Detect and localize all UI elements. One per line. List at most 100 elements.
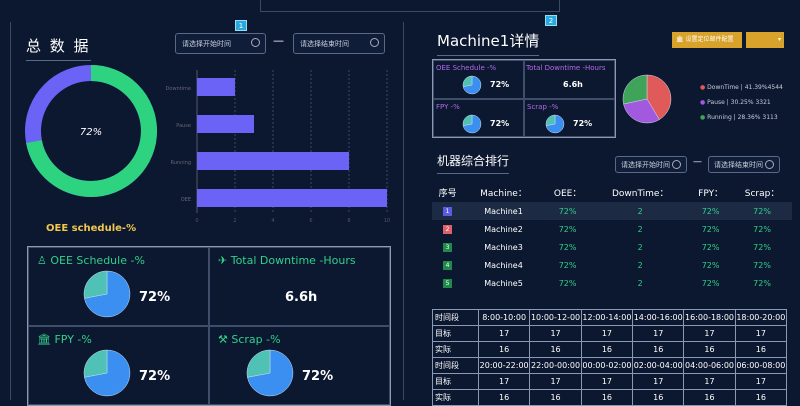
badge-1: 1 (235, 20, 247, 31)
pie-remainder-slice (545, 114, 556, 126)
legend-item: ● Running | 28.36% 3113 (700, 114, 778, 121)
start-time-picker[interactable]: 请选择开始时间 (175, 33, 266, 54)
pie-slice-downtime (646, 74, 672, 120)
schedule-cell: 8:00-10:00 (477, 309, 531, 326)
config-button[interactable]: 🏛 设置定位邮件配置 (672, 32, 742, 48)
x-tick-label: 6 (309, 218, 312, 224)
scrap-value: 72% (753, 206, 771, 216)
fpy-value: 72% (701, 206, 720, 216)
schedule-cell: 16 (477, 389, 531, 406)
schedule-cell: 14:00-16:00 (632, 309, 685, 326)
scrap-value: 72% (753, 224, 771, 234)
rank-start-time-picker[interactable]: 请选择开始时间 (615, 156, 687, 173)
oee-donut-chart: 72% (25, 65, 157, 197)
schedule-row: 实际 16 16 16 16 16 16 (432, 341, 788, 358)
rank-header[interactable]: Scrap： (744, 188, 780, 199)
machine-name: Machine2 (484, 224, 523, 234)
kpi-fpy: 🏛 FPY -% 72% (28, 326, 209, 405)
schedule-cell: 16 (529, 341, 582, 358)
schedule-cell: 16 (683, 341, 736, 358)
oee-mini-pie (83, 270, 131, 318)
donut-value-arc (25, 65, 157, 197)
clock-icon (765, 160, 774, 169)
left-kpi-grid: ♙ OEE Schedule -% 72% ✈ Total Downtime -H… (27, 246, 391, 406)
schedule-row: 时间段 8:00-10:00 10:00-12-00 12:00-14:00 14:00… (432, 309, 788, 326)
donut-caption: OEE schedule-% (46, 223, 137, 234)
rank-header[interactable]: OEE： (553, 188, 582, 199)
r-scrap-mini-pie (545, 114, 565, 133)
downtime-value: 2 (637, 260, 643, 270)
oee-value: 72% (558, 242, 577, 252)
table-row[interactable]: 2 Machine2 72% 2 72% 72% (432, 220, 792, 238)
schedule-row: 实际 16 16 16 16 16 16 (432, 389, 788, 406)
rank-header[interactable]: FPY： (698, 188, 724, 199)
rank-end-time-picker[interactable]: 请选择结束时间 (708, 156, 780, 173)
end-time-picker[interactable]: 请选择结束时间 (293, 33, 385, 54)
schedule-cell: 17 (632, 373, 685, 390)
downtime-value: 2 (637, 206, 643, 216)
x-tick-label: 4 (271, 218, 274, 224)
status-bar-chart: 0 2 4 6 8 10 Downtime Pause Running OEE (166, 70, 390, 224)
donut-label: 72% (80, 127, 102, 138)
rank-header[interactable]: 序号 (438, 188, 457, 199)
r-kpi-scrap: Scrap -% 72% (524, 98, 615, 137)
oee-value: 72% (558, 206, 577, 216)
rank-header[interactable]: DownTime： (611, 188, 669, 199)
bar-pause (197, 115, 254, 133)
badge-2: 2 (545, 15, 557, 26)
pie-remainder-slice (83, 349, 108, 378)
table-row[interactable]: 1 Machine1 72% 2 72% 72% (432, 202, 792, 220)
schedule-cell: 02:00-04:00 (632, 357, 685, 374)
page-title: 总 数 据 (26, 35, 91, 61)
clock-icon (251, 38, 260, 47)
y-category-label: Pause (176, 123, 191, 129)
schedule-cell: 17 (477, 325, 531, 342)
schedule-cell: 16 (734, 341, 788, 358)
table-row[interactable]: 4 Machine4 72% 2 72% 72% (432, 256, 792, 274)
legend-item: ● DownTime | 41.39%4544 (700, 84, 783, 91)
pie-remainder-slice (462, 75, 473, 87)
schedule-cell: 目标 (432, 325, 479, 342)
r-fpy-mini-pie (462, 114, 482, 133)
x-tick-label: 2 (233, 218, 236, 224)
rank-number: 1 (443, 207, 453, 216)
r-kpi-downtime: Total Downtime -Hours 6.6h (524, 60, 615, 99)
rank-header[interactable]: Machine： (480, 188, 527, 199)
rank-title: 机器综合排行 (437, 152, 510, 174)
rank-number: 5 (443, 279, 453, 288)
dropdown-button[interactable]: ▾ (746, 32, 784, 48)
table-row[interactable]: 5 Machine5 72% 2 72% 72% (432, 274, 792, 292)
schedule-cell: 16 (734, 389, 788, 406)
legend-item: ● Pause | 30.25% 3321 (700, 99, 771, 106)
fpy-value: 72% (701, 278, 720, 288)
schedule-cell: 实际 (432, 341, 479, 358)
x-tick-label: 8 (347, 218, 350, 224)
schedule-cell: 00:00-02:00 (580, 357, 634, 374)
plane-icon: ✈ (218, 254, 228, 267)
schedule-cell: 17 (529, 373, 582, 390)
fpy-value: 72% (701, 260, 720, 270)
bank-icon: 🏛 (37, 333, 51, 346)
schedule-cell: 16 (580, 341, 634, 358)
left-panel (10, 22, 398, 400)
kpi-oee: ♙ OEE Schedule -% 72% (28, 247, 209, 326)
y-category-label: OEE (181, 197, 191, 203)
right-kpi-grid: OEE Schedule -% 72% Total Downtime -Hours… (432, 59, 616, 138)
x-tick-label: 0 (195, 218, 198, 224)
status-pie-chart (622, 74, 672, 124)
schedule-cell: 22:00-00:00 (529, 357, 582, 374)
pie-remainder-slice (462, 114, 473, 126)
machine-name: Machine3 (484, 242, 523, 252)
fpy-value: 72% (701, 224, 720, 234)
gavel-icon: ⚒ (218, 333, 228, 346)
legend-dot: ● (700, 84, 706, 91)
pie-remainder-slice (83, 270, 108, 299)
y-category-label: Running (171, 160, 192, 166)
bank-icon: 🏛 (676, 36, 684, 43)
schedule-cell: 06:00-08:00 (734, 357, 788, 374)
x-tick-label: 10 (384, 218, 390, 224)
schedule-cell: 17 (529, 325, 582, 342)
schedule-row: 目标 17 17 17 17 17 17 (432, 373, 788, 390)
schedule-cell: 16 (683, 389, 736, 406)
table-row[interactable]: 3 Machine3 72% 2 72% 72% (432, 238, 792, 256)
